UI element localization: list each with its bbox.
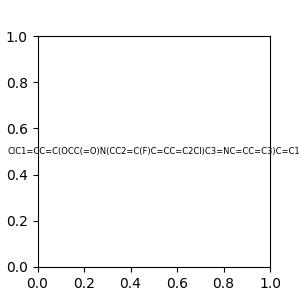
Text: ClC1=CC=C(OCC(=O)N(CC2=C(F)C=CC=C2Cl)C3=NC=CC=C3)C=C1: ClC1=CC=C(OCC(=O)N(CC2=C(F)C=CC=C2Cl)C3=… — [8, 147, 300, 156]
